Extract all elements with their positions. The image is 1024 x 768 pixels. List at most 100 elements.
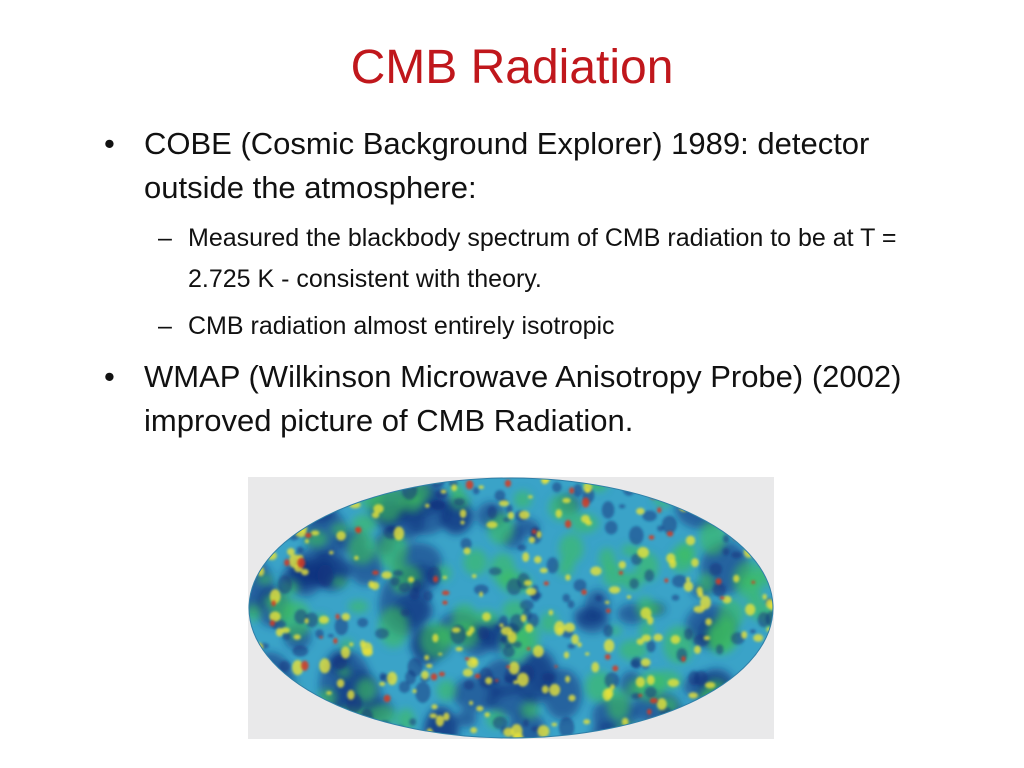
map-texture-spot [757,612,770,628]
map-texture-spot [765,610,773,627]
map-texture-spot [305,612,319,628]
sub-item-isotropic: – CMB radiation almost entirely isotropi… [144,306,964,347]
map-texture-spot [541,478,549,485]
map-texture-spot [753,684,765,698]
map-texture-spot [617,483,621,488]
map-texture-spot [571,634,579,645]
map-texture-spot [433,575,439,583]
map-texture-spot [646,640,656,653]
map-texture-spot [297,557,306,568]
map-texture-spot [647,708,652,715]
map-texture-spot [435,715,445,727]
map-texture-spot [433,478,441,483]
map-texture-spot [391,731,397,737]
map-texture-spot [252,642,264,652]
map-texture-spot [569,487,575,494]
map-texture-spot [646,718,654,728]
map-texture-spot [301,568,309,576]
map-texture-spot [378,723,387,733]
slide-title: CMB Radiation [350,41,674,94]
map-texture-spot [462,668,473,677]
map-texture-spot [749,494,756,502]
map-texture-spot [717,512,721,516]
map-texture-spot [532,645,544,658]
map-texture-spot [693,670,708,686]
map-texture-spot [381,571,393,579]
map-texture-spot [644,686,657,698]
map-texture-spot [517,672,529,687]
map-texture-spot [256,718,266,726]
map-texture-spot [653,487,674,508]
map-texture-spot [278,683,286,689]
map-texture-spot [700,595,711,610]
map-texture-spot [745,680,754,686]
map-texture-spot [525,623,534,633]
map-texture-spot [383,694,391,703]
map-texture-spot [463,549,488,576]
map-texture-spot [408,576,415,583]
sub-item-spectrum: – Measured the blackbody spectrum of CMB… [144,218,964,300]
map-texture-spot [590,566,602,576]
map-texture-spot [639,621,654,640]
map-texture-spot [484,712,490,718]
map-texture-spot [320,699,326,705]
map-texture-spot [506,665,510,669]
map-texture-spot [703,635,711,641]
map-texture-spot [318,615,329,624]
map-texture-spot [442,600,448,605]
map-texture-spot [373,504,384,514]
map-texture-spot [288,478,306,495]
map-texture-spot [666,553,676,564]
map-texture-spot [335,613,340,620]
map-texture-spot [271,619,286,630]
map-texture-spot [486,521,498,529]
cmb-sky-map [248,477,774,739]
map-texture-spot [355,726,381,738]
map-texture-spot [558,716,575,738]
map-texture-spot [573,478,577,480]
map-texture-spot [393,526,405,541]
map-texture-spot [284,559,290,567]
map-texture-spot [506,504,513,514]
map-texture-spot [664,718,670,722]
map-texture-spot [715,644,724,655]
map-texture-spot [683,581,694,592]
map-texture-spot [260,498,290,531]
map-texture-spot [704,481,716,489]
map-texture-spot [504,479,512,488]
map-texture-spot [407,657,423,677]
map-texture-spot [488,567,502,576]
map-texture-spot [585,589,610,623]
map-texture-spot [280,627,291,634]
map-texture-spot [441,590,450,596]
map-texture-spot [709,562,723,576]
map-texture-spot [622,478,627,482]
map-texture-spot [698,500,704,505]
bullet-glyph: • [104,359,115,394]
map-texture-spot [282,632,291,641]
map-texture-spot [412,579,422,593]
map-texture-spot [279,683,299,700]
map-texture-layer [249,478,773,738]
map-texture-spot [292,645,309,657]
map-texture-spot [477,626,490,640]
map-texture-spot [680,725,688,733]
map-texture-spot [644,569,655,582]
map-texture-spot [409,718,417,726]
map-texture-spot [368,485,373,488]
map-texture-spot [519,510,530,520]
map-texture-spot [508,661,520,675]
map-texture-spot [554,620,565,636]
map-texture-spot [249,547,259,561]
map-texture-spot [310,530,320,536]
map-texture-spot [603,624,613,637]
map-texture-spot [528,495,533,499]
map-texture-spot [622,478,635,488]
dash-glyph: – [158,224,172,252]
map-texture-spot [485,677,493,685]
map-texture-spot [567,600,575,609]
map-texture-spot [352,724,368,738]
map-texture-spot [525,587,537,596]
map-texture-spot [661,515,677,534]
map-texture-spot [618,570,623,575]
